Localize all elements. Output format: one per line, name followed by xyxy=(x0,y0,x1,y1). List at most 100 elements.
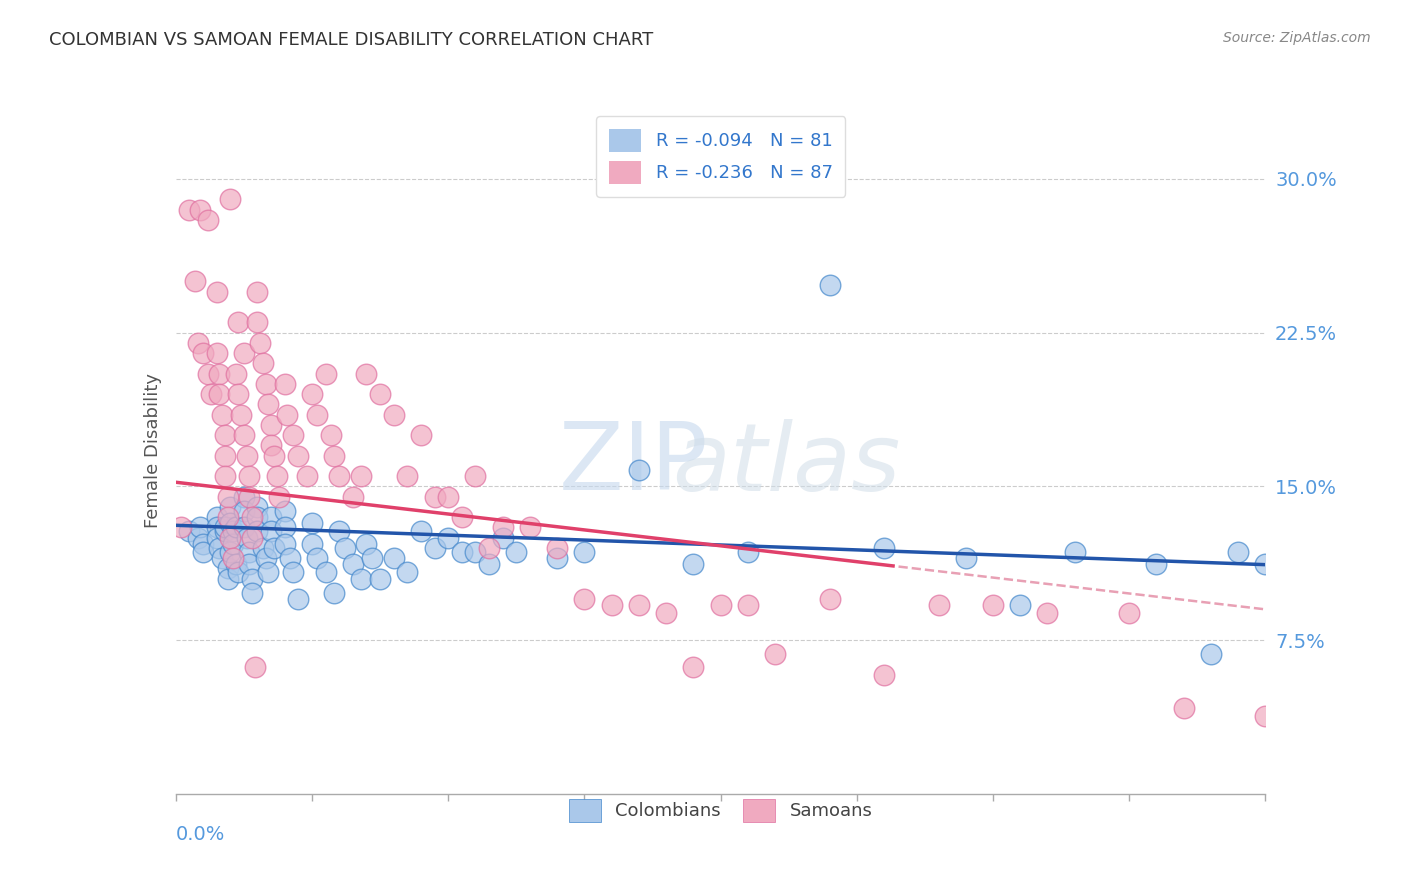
Point xyxy=(274,537,297,551)
Point xyxy=(437,531,460,545)
Point xyxy=(205,346,228,360)
Point xyxy=(235,531,257,545)
Point xyxy=(197,367,219,381)
Point xyxy=(269,490,291,504)
Point xyxy=(627,463,650,477)
Point xyxy=(519,520,541,534)
Point xyxy=(186,531,209,545)
Point xyxy=(682,558,704,572)
Point xyxy=(1199,648,1222,662)
Point xyxy=(214,449,236,463)
Point xyxy=(208,541,231,555)
Point xyxy=(232,428,254,442)
Point xyxy=(315,367,337,381)
Point xyxy=(368,572,391,586)
Point xyxy=(396,469,419,483)
Point xyxy=(873,541,896,555)
Point xyxy=(219,516,242,531)
Point xyxy=(254,376,277,391)
Point xyxy=(238,490,260,504)
Point xyxy=(232,520,254,534)
Point xyxy=(492,531,515,545)
Point xyxy=(360,551,382,566)
Point xyxy=(219,500,242,514)
Point xyxy=(356,537,378,551)
Point xyxy=(232,490,254,504)
Point xyxy=(450,510,472,524)
Point xyxy=(600,599,623,613)
Point xyxy=(396,566,419,580)
Text: Source: ZipAtlas.com: Source: ZipAtlas.com xyxy=(1223,31,1371,45)
Point xyxy=(225,367,247,381)
Point xyxy=(287,592,309,607)
Point xyxy=(818,592,841,607)
Point xyxy=(464,545,486,559)
Point xyxy=(928,599,950,613)
Point xyxy=(437,490,460,504)
Point xyxy=(243,659,266,673)
Point xyxy=(295,469,318,483)
Point xyxy=(246,285,269,299)
Point xyxy=(981,599,1004,613)
Point xyxy=(222,551,245,566)
Point xyxy=(228,566,250,580)
Point xyxy=(350,469,373,483)
Point xyxy=(423,490,446,504)
Point xyxy=(205,520,228,534)
Legend: Colombians, Samoans: Colombians, Samoans xyxy=(558,788,883,833)
Text: ZIP: ZIP xyxy=(558,418,709,510)
Point xyxy=(737,545,759,559)
Point xyxy=(873,668,896,682)
Point xyxy=(763,648,786,662)
Point xyxy=(214,469,236,483)
Point xyxy=(546,551,568,566)
Point xyxy=(328,524,350,539)
Point xyxy=(200,387,222,401)
Point xyxy=(214,428,236,442)
Point xyxy=(263,541,285,555)
Point xyxy=(191,346,214,360)
Point xyxy=(257,566,280,580)
Point xyxy=(301,537,323,551)
Point xyxy=(188,520,211,534)
Point xyxy=(222,537,245,551)
Point xyxy=(191,537,214,551)
Point xyxy=(574,592,596,607)
Point xyxy=(211,408,233,422)
Point xyxy=(232,504,254,518)
Point xyxy=(333,541,356,555)
Point xyxy=(205,531,228,545)
Point xyxy=(287,449,309,463)
Text: atlas: atlas xyxy=(672,418,900,509)
Point xyxy=(246,315,269,329)
Point xyxy=(179,524,201,539)
Point xyxy=(197,212,219,227)
Point xyxy=(208,387,231,401)
Point xyxy=(184,274,207,288)
Point xyxy=(257,397,280,411)
Point xyxy=(492,520,515,534)
Point xyxy=(710,599,733,613)
Point xyxy=(955,551,977,566)
Point xyxy=(214,524,236,539)
Text: 0.0%: 0.0% xyxy=(176,825,225,844)
Point xyxy=(252,541,274,555)
Point xyxy=(188,202,211,217)
Point xyxy=(238,545,260,559)
Point xyxy=(228,315,250,329)
Point xyxy=(301,516,323,531)
Point xyxy=(315,566,337,580)
Point xyxy=(225,558,247,572)
Point xyxy=(356,367,378,381)
Point xyxy=(246,510,269,524)
Point xyxy=(266,469,288,483)
Point xyxy=(246,524,269,539)
Point xyxy=(274,504,297,518)
Point xyxy=(254,551,277,566)
Point xyxy=(240,586,263,600)
Point xyxy=(240,531,263,545)
Point xyxy=(219,545,242,559)
Point xyxy=(409,428,432,442)
Point xyxy=(322,586,344,600)
Point xyxy=(260,417,283,432)
